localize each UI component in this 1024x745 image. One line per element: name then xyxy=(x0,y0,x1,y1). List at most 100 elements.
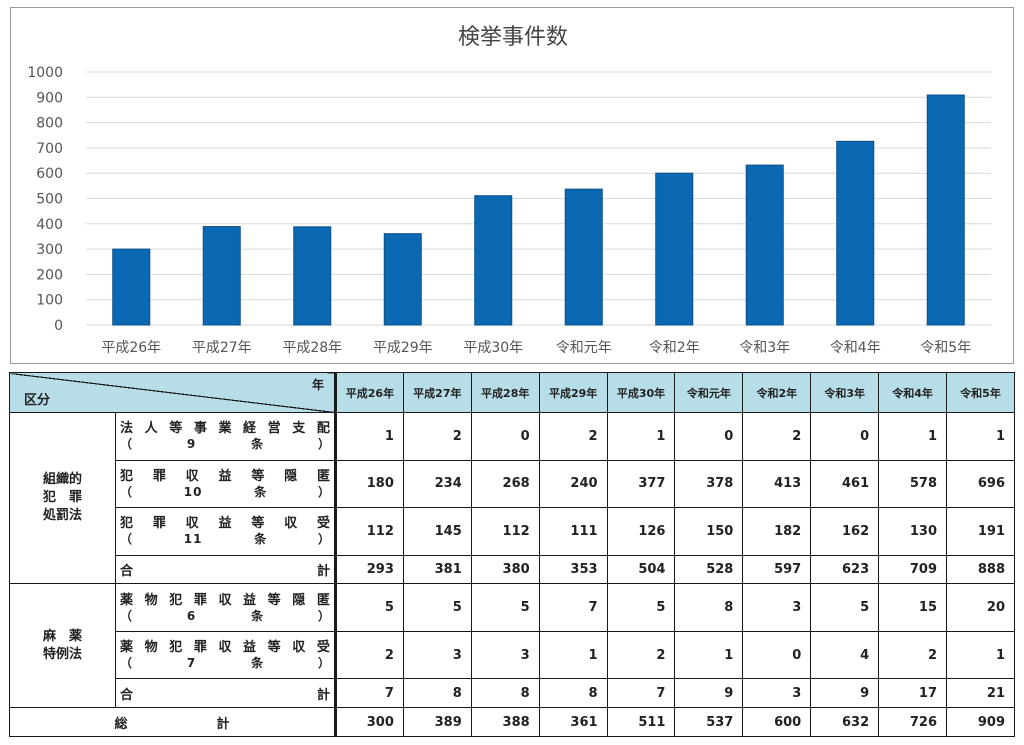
table-cell: 126 xyxy=(606,507,676,556)
row-label: 犯罪収益等収受（11 条） xyxy=(115,507,337,556)
table-cell: 696 xyxy=(946,459,1015,509)
header-year-cell: 平成29年 xyxy=(538,372,608,413)
table-cell: 191 xyxy=(946,507,1015,556)
table-cell: 0 xyxy=(742,630,812,680)
table-row: 犯罪収益等隠匿（10 条） 180 234 268 240 377 378 413 461 578 6… xyxy=(10,459,1015,509)
category-label-line: 犯 罪 xyxy=(42,490,82,506)
row-label: 薬物犯罪収益等収受（7 条） xyxy=(115,630,337,680)
table-cell: 2 xyxy=(538,412,608,461)
table-cell: 4 xyxy=(810,630,880,680)
header-year-cell: 平成30年 xyxy=(606,372,676,413)
header-year-cell: 令和3年 xyxy=(810,372,880,413)
subtotal-label: 合計 xyxy=(115,554,337,585)
table-cell: 1 xyxy=(335,412,404,461)
row-label: 薬物犯罪収益等隠匿（6 条） xyxy=(115,583,337,632)
row-label-name: 薬物犯罪収益等隠匿 xyxy=(120,592,330,608)
subtotal-row: 合計 293 381 380 353 504 528 597 623 709 888 xyxy=(10,554,1015,585)
table-cell: 888 xyxy=(946,554,1015,585)
table-cell: 268 xyxy=(470,459,540,509)
table-cell: 0 xyxy=(470,412,540,461)
bar xyxy=(202,226,241,326)
category-label-line: 特例法 xyxy=(42,646,82,662)
table-cell: 2 xyxy=(606,630,676,680)
bar xyxy=(383,233,422,326)
group-narcotics-label: 麻 薬特例法 xyxy=(9,583,116,709)
table-cell: 378 xyxy=(674,459,744,509)
table-cell: 578 xyxy=(878,459,948,509)
header-year-cell: 平成28年 xyxy=(470,372,540,413)
table-cell: 461 xyxy=(810,459,880,509)
table-cell: 389 xyxy=(402,707,472,737)
table-cell: 130 xyxy=(878,507,948,556)
x-tick-label: 令和4年 xyxy=(830,340,881,356)
table-cell: 240 xyxy=(538,459,608,509)
table-cell: 8 xyxy=(674,583,744,632)
table-cell: 112 xyxy=(470,507,540,556)
group-organized-crime-label: 組織的犯 罪処罰法 xyxy=(9,411,116,585)
table-cell: 597 xyxy=(742,554,812,585)
y-tick-label: 700 xyxy=(36,141,63,157)
table-cell: 8 xyxy=(402,678,472,709)
table-cell: 2 xyxy=(402,412,472,461)
chart-title: 検挙事件数 xyxy=(458,25,568,50)
table-cell: 3 xyxy=(742,678,812,709)
y-tick-label: 1000 xyxy=(27,65,63,81)
row-label-article: （9 条） xyxy=(120,437,330,452)
bar xyxy=(745,164,784,326)
y-tick-label: 500 xyxy=(36,192,63,208)
table-cell: 7 xyxy=(606,678,676,709)
row-label-article: （6 条） xyxy=(120,608,330,623)
subtotal-label-text: 合計 xyxy=(120,563,330,579)
table-cell: 1 xyxy=(946,412,1015,461)
table-cell: 511 xyxy=(606,707,676,737)
row-label-article: （7 条） xyxy=(120,656,330,671)
table-cell: 1 xyxy=(674,630,744,680)
table-cell: 5 xyxy=(335,583,404,632)
table-cell: 709 xyxy=(878,554,948,585)
table-cell: 5 xyxy=(810,583,880,632)
bar xyxy=(836,140,875,326)
header-year-label: 年 xyxy=(311,378,324,392)
header-year-cell: 令和4年 xyxy=(878,372,948,413)
table-cell: 2 xyxy=(742,412,812,461)
table-cell: 17 xyxy=(878,678,948,709)
table-cell: 413 xyxy=(742,459,812,509)
table-cell: 162 xyxy=(810,507,880,556)
table-cell: 3 xyxy=(402,630,472,680)
header-year-cell: 令和2年 xyxy=(742,372,812,413)
header-year-cell: 令和5年 xyxy=(946,372,1015,413)
table-cell: 381 xyxy=(402,554,472,585)
table-cell: 726 xyxy=(878,707,948,737)
x-tick-label: 平成30年 xyxy=(463,340,523,356)
category-label-line: 麻 薬 xyxy=(42,628,82,644)
x-tick-label: 平成27年 xyxy=(192,340,252,356)
y-tick-label: 800 xyxy=(36,116,63,132)
table-cell: 3 xyxy=(742,583,812,632)
x-tick-label: 令和5年 xyxy=(920,340,971,356)
table-cell: 300 xyxy=(335,707,404,737)
row-label-name: 法人等事業経営支配 xyxy=(120,421,330,437)
y-tick-label: 400 xyxy=(36,217,63,233)
x-tick-label: 平成26年 xyxy=(101,340,161,356)
row-label-name: 犯罪収益等隠匿 xyxy=(120,468,330,484)
table-cell: 1 xyxy=(538,630,608,680)
table-cell: 377 xyxy=(606,459,676,509)
table-cell: 20 xyxy=(946,583,1015,632)
y-tick-label: 200 xyxy=(36,267,63,283)
table-row: 組織的犯 罪処罰法法人等事業経営支配（9 条） 1 2 0 2 1 0 2 0 1 1 xyxy=(9,411,1015,585)
row-label: 法人等事業経営支配（9 条） xyxy=(115,412,337,461)
y-tick-label: 300 xyxy=(36,242,63,258)
x-tick-label: 令和3年 xyxy=(739,340,790,356)
grand-total-label-text: 総計 xyxy=(114,716,230,732)
table-cell: 361 xyxy=(538,707,608,737)
y-tick-label: 600 xyxy=(36,166,63,182)
table-cell: 2 xyxy=(335,630,404,680)
table-cell: 112 xyxy=(335,507,404,556)
bar xyxy=(293,226,332,326)
table-cell: 528 xyxy=(674,554,744,585)
table-row: 薬物犯罪収益等収受（7 条） 2 3 3 1 2 1 0 4 2 1 xyxy=(10,630,1015,680)
table-cell: 180 xyxy=(335,459,404,509)
x-tick-label: 令和元年 xyxy=(556,340,612,356)
table-cell: 150 xyxy=(674,507,744,556)
table-cell: 388 xyxy=(470,707,540,737)
